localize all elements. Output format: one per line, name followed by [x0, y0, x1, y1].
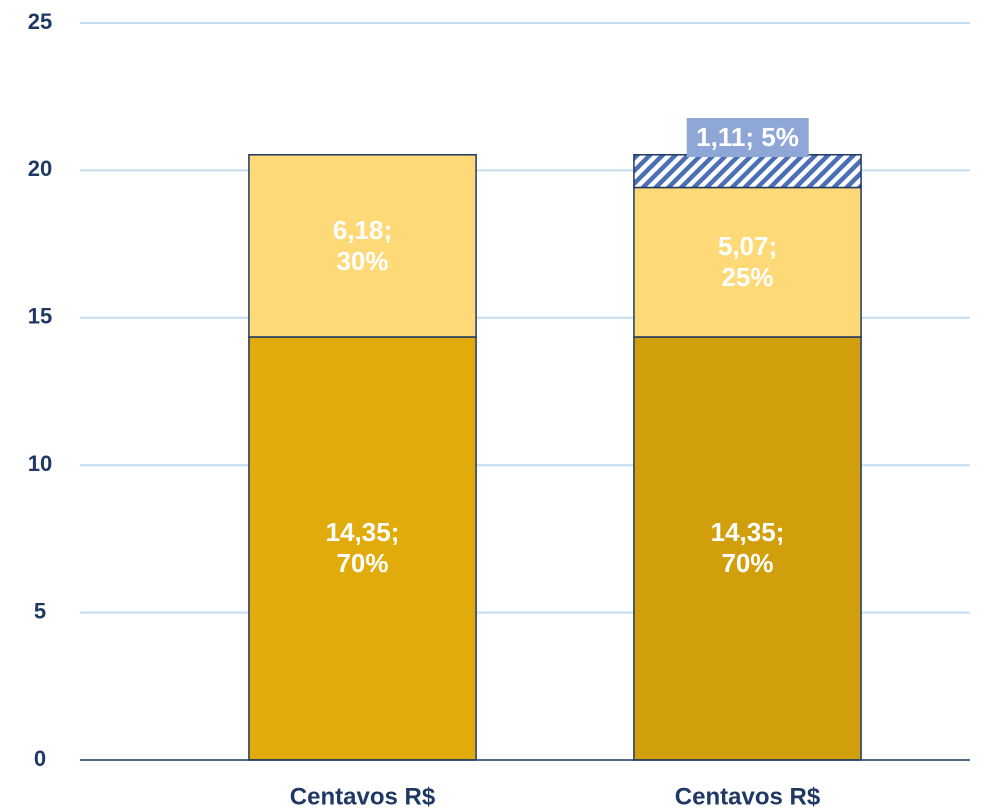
bar-segment: [633, 154, 862, 189]
y-tick-label: 25: [28, 9, 52, 34]
x-tick-label: Centavos R$: [290, 783, 436, 810]
bar-segment: [248, 154, 477, 338]
value-label: 1,11; 5%: [686, 117, 809, 157]
y-tick-label: 10: [28, 451, 52, 476]
value-label: 14,35; 70%: [325, 517, 400, 579]
y-tick-label: 0: [34, 746, 46, 771]
x-tick-label: Centavos R$: [675, 783, 821, 810]
y-tick-label: 15: [28, 304, 52, 329]
y-tick-label: 5: [34, 598, 46, 623]
bar-segment: [248, 336, 477, 761]
bar-segment: [633, 336, 862, 761]
value-label: 6,18; 30%: [332, 214, 393, 276]
y-tick-label: 20: [28, 156, 52, 181]
value-label: 5,07; 25%: [717, 231, 778, 293]
value-label: 14,35; 70%: [710, 517, 785, 579]
